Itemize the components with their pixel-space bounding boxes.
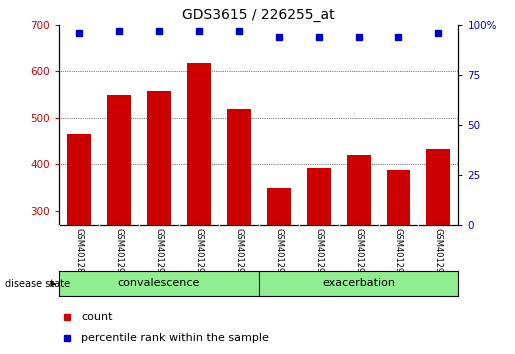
Bar bbox=[147, 91, 171, 225]
Bar bbox=[267, 188, 290, 225]
Text: GSM401293: GSM401293 bbox=[154, 228, 163, 279]
Text: GSM401295: GSM401295 bbox=[195, 228, 203, 279]
Bar bbox=[347, 155, 370, 225]
Text: GSM401291: GSM401291 bbox=[115, 228, 124, 279]
Text: GSM401296: GSM401296 bbox=[394, 228, 403, 279]
Text: percentile rank within the sample: percentile rank within the sample bbox=[81, 332, 269, 343]
Text: GSM401292: GSM401292 bbox=[314, 228, 323, 279]
Text: GSM401289: GSM401289 bbox=[75, 228, 83, 279]
Text: GSM401298: GSM401298 bbox=[434, 228, 443, 279]
Text: GSM401294: GSM401294 bbox=[354, 228, 363, 279]
Text: disease state: disease state bbox=[5, 279, 70, 289]
Bar bbox=[426, 149, 450, 225]
Text: GSM401297: GSM401297 bbox=[234, 228, 243, 279]
Bar bbox=[107, 95, 131, 225]
Text: convalescence: convalescence bbox=[118, 278, 200, 288]
Text: GSM401290: GSM401290 bbox=[274, 228, 283, 279]
Text: count: count bbox=[81, 312, 113, 322]
Title: GDS3615 / 226255_at: GDS3615 / 226255_at bbox=[182, 8, 335, 22]
Bar bbox=[386, 170, 410, 225]
Bar bbox=[307, 167, 331, 225]
Bar bbox=[227, 109, 251, 225]
Bar bbox=[187, 63, 211, 225]
Text: exacerbation: exacerbation bbox=[322, 278, 395, 288]
Bar bbox=[67, 134, 91, 225]
